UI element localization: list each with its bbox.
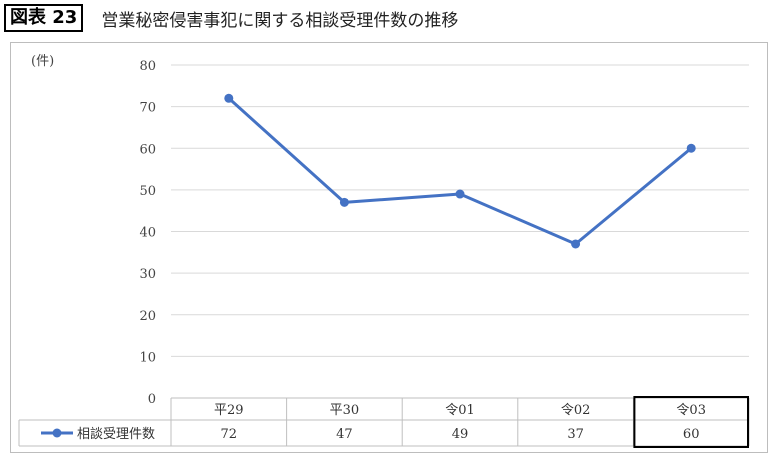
y-tick-label: 70: [139, 101, 156, 116]
series-polyline: [227, 97, 693, 246]
data-point: [686, 143, 696, 153]
y-axis-unit: (件): [31, 54, 54, 69]
table-value-cell: 60: [683, 427, 700, 442]
y-tick-label: 30: [139, 267, 156, 282]
y-tick-label: 50: [139, 184, 156, 199]
y-tick-label: 40: [139, 226, 156, 241]
y-tick-label: 0: [148, 392, 156, 407]
x-category-label: 令01: [445, 403, 475, 418]
legend-series-name: 相談受理件数: [77, 426, 155, 442]
data-point: [455, 189, 465, 199]
highlight-box: [633, 396, 750, 448]
y-tick-label: 60: [139, 142, 156, 157]
chart-container: 0 10 20 30 40 50 60 70 80 (件) 平29 72 平30 47 令01 49 令02…: [10, 42, 768, 453]
data-point: [224, 93, 234, 103]
y-tick-label: 80: [139, 59, 156, 74]
line-chart: 0 10 20 30 40 50 60 70 80 (件) 平29 72 平30 47 令01 49 令02…: [18, 54, 750, 448]
table-value-cell: 47: [336, 427, 353, 442]
legend-key-marker: [52, 428, 62, 438]
x-category-label: 平30: [330, 403, 360, 418]
table-value-cell: 49: [452, 427, 469, 442]
gridlines: [171, 64, 749, 357]
x-category-label: 令02: [561, 403, 591, 418]
x-category-label: 令03: [676, 403, 706, 418]
y-tick-label: 10: [139, 350, 156, 365]
table-value-cell: 72: [221, 427, 238, 442]
x-category-label: 平29: [214, 403, 244, 418]
y-tick-label: 20: [139, 309, 156, 324]
data-point: [571, 239, 581, 249]
figure-title-row: 図表 23 営業秘密侵害事犯に関する相談受理件数の推移: [4, 4, 458, 32]
data-point: [339, 197, 349, 207]
series-line: [224, 93, 696, 249]
figure-title: 営業秘密侵害事犯に関する相談受理件数の推移: [101, 10, 459, 31]
figure-label: 図表 23: [4, 4, 84, 32]
data-table: 平29 72 平30 47 令01 49 令02 37 令03 60 相談受理件数: [18, 396, 750, 448]
table-value-cell: 37: [567, 427, 584, 442]
y-axis-ticks: 0 10 20 30 40 50 60 70 80: [139, 59, 156, 407]
